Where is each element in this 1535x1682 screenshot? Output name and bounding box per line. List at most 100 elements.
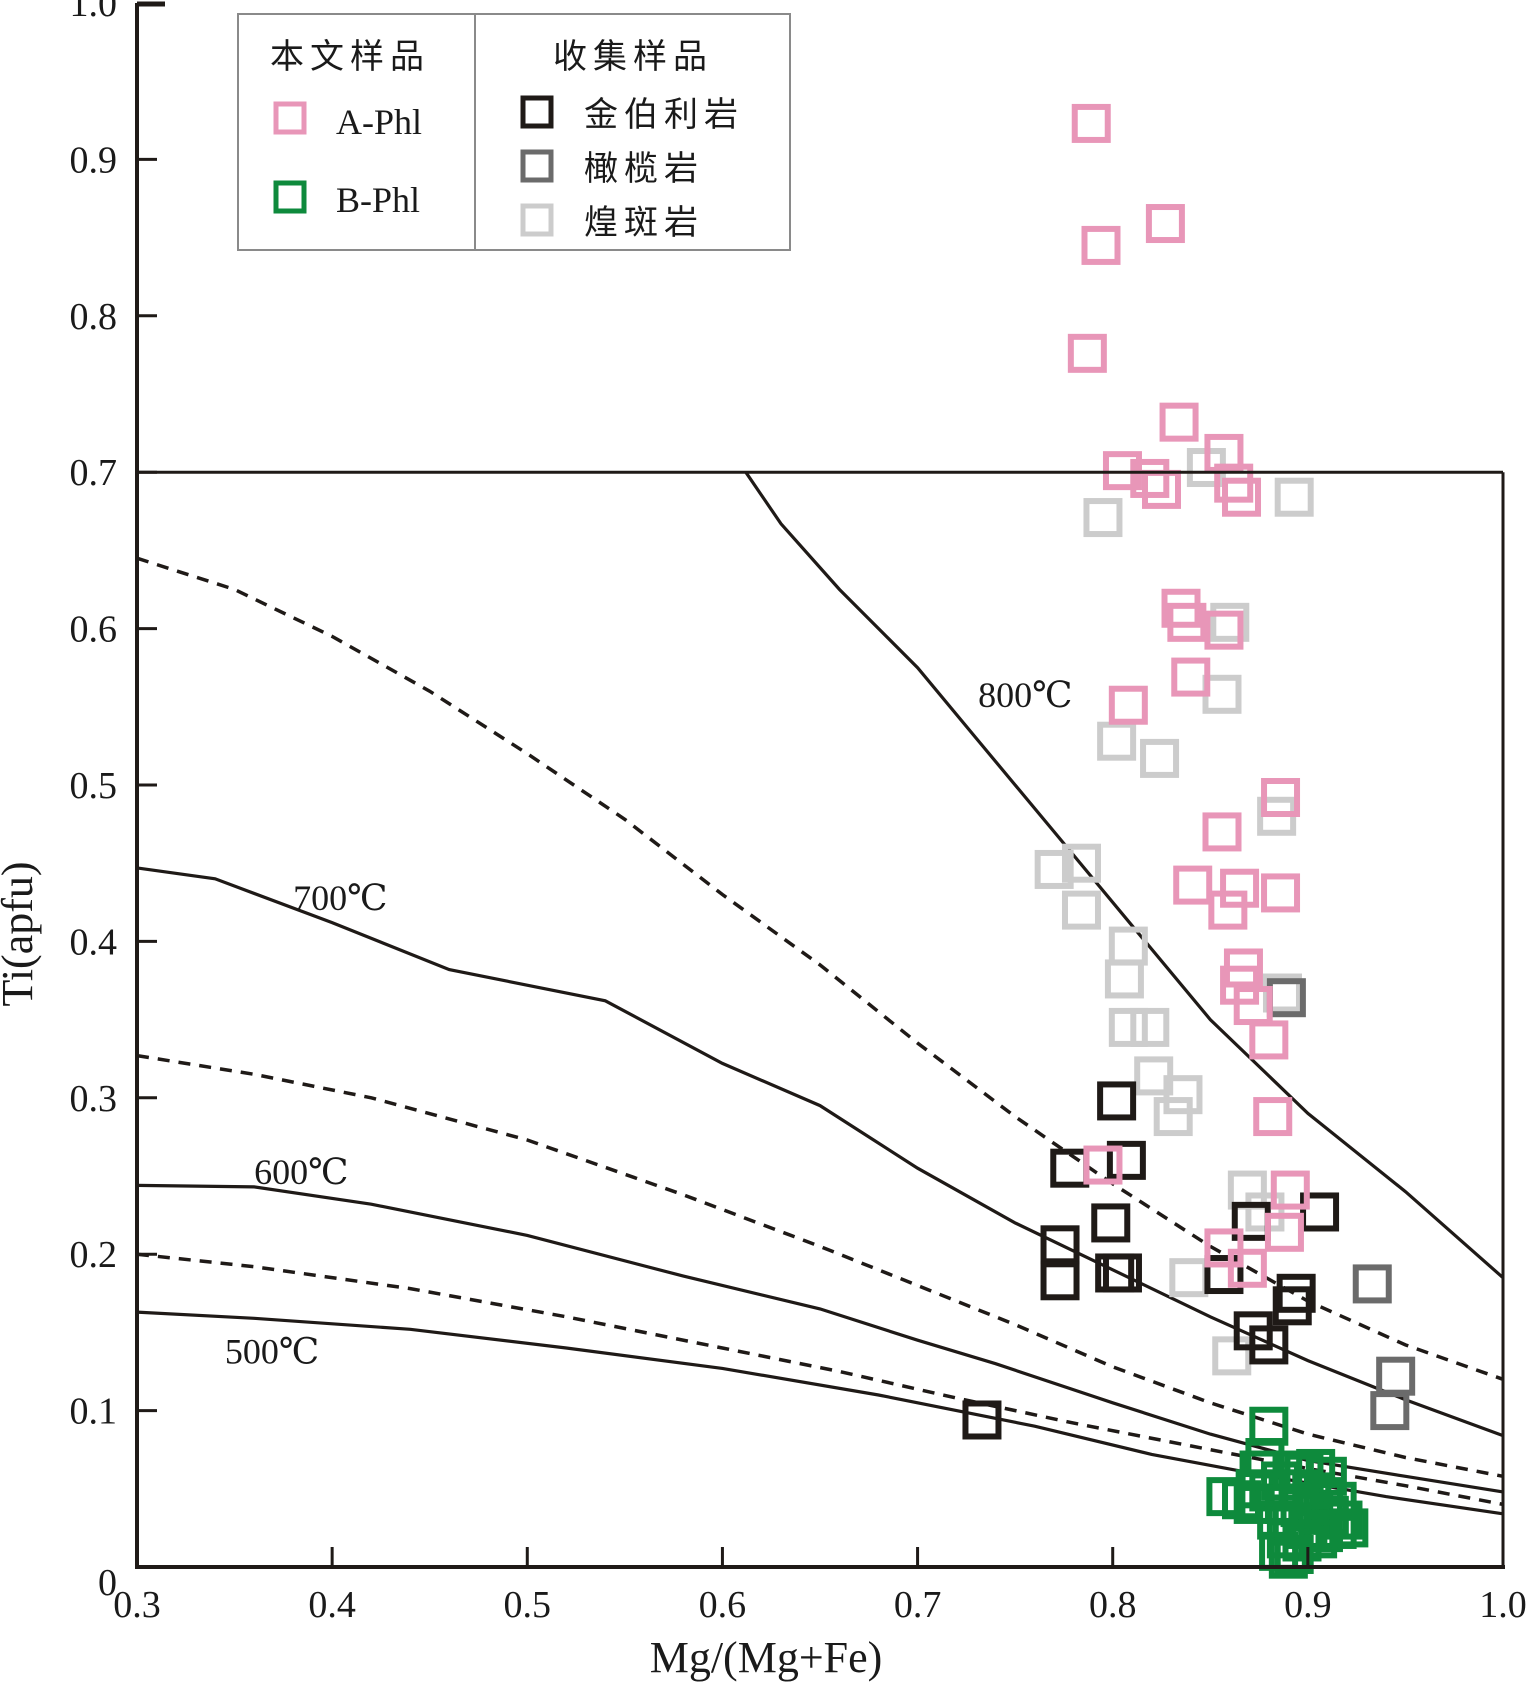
isotherm-dashed-3 bbox=[136, 1053, 1504, 1479]
point-lamprophyre bbox=[1083, 498, 1123, 538]
point-a-phl bbox=[1171, 657, 1211, 697]
legend-marker-b-phl bbox=[273, 180, 307, 214]
legend: 本文样品 收集样品 A-Phl B-Phl 金伯利岩 橄榄岩 煌斑岩 bbox=[237, 13, 791, 251]
legend-label-a-phl: A-Phl bbox=[336, 102, 422, 142]
point-lamprophyre bbox=[1034, 849, 1074, 889]
point-b-phl bbox=[1274, 1534, 1314, 1574]
point-lamprophyre bbox=[1212, 1336, 1252, 1376]
point-a-phl bbox=[1270, 1170, 1310, 1210]
point-a-phl bbox=[1220, 868, 1260, 908]
point-a-phl bbox=[1081, 225, 1121, 265]
x-tick-label: 0.8 bbox=[1089, 1584, 1137, 1626]
point-a-phl bbox=[1067, 333, 1107, 373]
point-kimberlite bbox=[1102, 1253, 1142, 1293]
point-kimberlite bbox=[1106, 1140, 1146, 1180]
y-tick-label: 0.8 bbox=[70, 296, 118, 338]
point-a-phl bbox=[1264, 1212, 1304, 1252]
legend-marker-kimberlite bbox=[520, 95, 554, 129]
point-lamprophyre bbox=[1104, 959, 1144, 999]
y-tick-label: 0.7 bbox=[70, 452, 118, 494]
isotherm-labels: 800℃ 700℃ 600℃ 500℃ bbox=[225, 675, 1073, 1372]
legend-marker-peridotite bbox=[520, 149, 554, 183]
point-kimberlite bbox=[1091, 1203, 1131, 1243]
series-peridotite bbox=[1266, 978, 1416, 1431]
point-kimberlite bbox=[1204, 1255, 1244, 1295]
legend-label-kimberlite: 金伯利岩 bbox=[584, 95, 744, 135]
isotherm-label: 800℃ bbox=[978, 675, 1072, 715]
point-peridotite bbox=[1370, 1391, 1410, 1431]
legend-group-title-this-study: 本文样品 bbox=[270, 37, 430, 77]
point-a-phl bbox=[1083, 1145, 1123, 1185]
point-lamprophyre bbox=[1153, 1097, 1193, 1137]
isotherm-700c bbox=[136, 866, 1504, 1438]
point-a-phl bbox=[1227, 1248, 1267, 1288]
point-lamprophyre bbox=[1202, 674, 1242, 714]
x-tick-label: 0.7 bbox=[894, 1584, 942, 1626]
legend-marker-lamprophyre bbox=[520, 203, 554, 237]
series-kimberlite bbox=[962, 1081, 1340, 1440]
point-lamprophyre bbox=[1061, 890, 1101, 930]
legend-label-peridotite: 橄榄岩 bbox=[584, 149, 704, 189]
legend-group-title-collected: 收集样品 bbox=[553, 37, 713, 77]
point-a-phl bbox=[1142, 469, 1181, 509]
point-a-phl bbox=[1204, 610, 1244, 650]
y-tick-label: 0 bbox=[98, 1562, 117, 1604]
x-tick-label: 0.3 bbox=[113, 1584, 161, 1626]
point-lamprophyre bbox=[1274, 477, 1314, 517]
isotherm-label: 700℃ bbox=[293, 878, 387, 918]
point-kimberlite bbox=[962, 1400, 1002, 1440]
y-tick-label: 0.6 bbox=[70, 609, 118, 651]
y-tick-label: 0.9 bbox=[70, 139, 118, 181]
point-lamprophyre bbox=[1169, 1258, 1209, 1298]
x-tick-label: 1.0 bbox=[1479, 1584, 1527, 1626]
isotherm-label: 500℃ bbox=[225, 1332, 319, 1372]
series-a-phl bbox=[1067, 103, 1310, 1288]
point-kimberlite bbox=[1276, 1273, 1316, 1313]
point-kimberlite bbox=[1040, 1261, 1080, 1301]
point-a-phl bbox=[1071, 103, 1111, 143]
point-a-phl bbox=[1159, 402, 1199, 442]
y-tick-label: 0.4 bbox=[70, 921, 118, 963]
x-tick-label: 0.5 bbox=[504, 1584, 552, 1626]
point-a-phl bbox=[1204, 433, 1244, 473]
x-axis-title: Mg/(Mg+Fe) bbox=[650, 1633, 883, 1682]
x-tick-label: 0.4 bbox=[308, 1584, 356, 1626]
legend-label-b-phl: B-Phl bbox=[336, 180, 420, 220]
point-b-phl bbox=[1222, 1480, 1262, 1520]
point-a-phl bbox=[1261, 873, 1301, 913]
y-tick-label: 0.2 bbox=[70, 1234, 118, 1276]
isotherm-dashed-5 bbox=[136, 1252, 1504, 1507]
series-lamprophyre bbox=[1034, 448, 1314, 1376]
y-tick-label: 0.3 bbox=[70, 1078, 118, 1120]
point-a-phl bbox=[1208, 890, 1248, 930]
point-a-phl bbox=[1130, 458, 1170, 498]
point-peridotite bbox=[1376, 1356, 1416, 1396]
series-b-phl bbox=[1206, 1406, 1369, 1579]
point-a-phl bbox=[1261, 778, 1301, 818]
y-axis-title: Ti(apfu) bbox=[0, 861, 42, 1006]
point-lamprophyre bbox=[1262, 973, 1302, 1013]
y-tick-label: 0.5 bbox=[70, 765, 118, 807]
legend-box bbox=[237, 13, 791, 251]
y-tick-label: 1.0 bbox=[70, 0, 118, 25]
point-a-phl bbox=[1108, 685, 1148, 725]
point-lamprophyre bbox=[1130, 1007, 1170, 1047]
data-points bbox=[962, 103, 1416, 1579]
x-tick-label: 0.9 bbox=[1284, 1584, 1332, 1626]
point-a-phl bbox=[1102, 451, 1142, 491]
point-lamprophyre bbox=[1097, 721, 1137, 761]
point-kimberlite bbox=[1272, 1286, 1312, 1326]
isotherm-label: 600℃ bbox=[254, 1152, 348, 1192]
legend-marker-a-phl bbox=[273, 101, 307, 135]
point-lamprophyre bbox=[1163, 1075, 1203, 1115]
point-peridotite bbox=[1352, 1264, 1392, 1304]
x-tick-label: 0.6 bbox=[699, 1584, 747, 1626]
point-lamprophyre bbox=[1210, 602, 1250, 642]
point-lamprophyre bbox=[1061, 843, 1101, 883]
point-lamprophyre bbox=[1140, 738, 1180, 778]
point-kimberlite bbox=[1300, 1192, 1340, 1232]
point-kimberlite bbox=[1249, 1325, 1289, 1365]
legend-label-lamprophyre: 煌斑岩 bbox=[584, 203, 704, 243]
point-lamprophyre bbox=[1108, 1007, 1148, 1047]
